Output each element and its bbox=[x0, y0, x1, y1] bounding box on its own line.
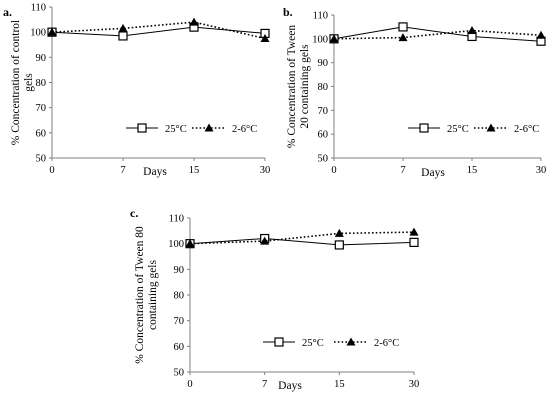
data-point-2-6c bbox=[409, 227, 419, 236]
y-axis-title: % Concentration of Tween20 containing ge… bbox=[286, 25, 311, 148]
y-tick-label: 80 bbox=[36, 78, 47, 89]
x-tick-label: 0 bbox=[49, 165, 54, 176]
legend-marker-2-6c bbox=[204, 123, 214, 132]
data-point-2-6c bbox=[536, 30, 546, 39]
y-tick-label: 60 bbox=[318, 130, 329, 141]
data-point-2-6c bbox=[47, 27, 57, 36]
y-axis-title-line: 20 containing gels bbox=[299, 44, 311, 129]
x-axis-title: Days bbox=[143, 166, 167, 178]
y-tick-label: 90 bbox=[174, 265, 185, 276]
legend-marker-25c bbox=[419, 123, 429, 133]
x-tick-label: 15 bbox=[189, 165, 200, 176]
x-tick-label: 15 bbox=[467, 165, 478, 176]
x-tick-label: 30 bbox=[536, 165, 547, 176]
y-tick-label: 90 bbox=[318, 58, 329, 69]
y-axis-title-line: % Concentration of control bbox=[10, 20, 22, 146]
y-tick-label: 50 bbox=[36, 154, 47, 165]
series-line-2-6c bbox=[51, 21, 266, 40]
x-tick-label: 0 bbox=[187, 379, 192, 390]
y-tick-label: 110 bbox=[169, 214, 184, 225]
data-point-25c bbox=[398, 22, 408, 32]
data-point-2-6c bbox=[260, 33, 270, 42]
y-axis-title: % Concentration of controlgels bbox=[10, 20, 35, 146]
data-point-2-6c bbox=[467, 25, 477, 34]
legend-marker-2-6c bbox=[486, 123, 496, 132]
y-tick-label: 110 bbox=[313, 11, 328, 22]
data-point-25c bbox=[409, 237, 419, 247]
chart-panel-a: 50 60 70 80 90 100 110 0 7 15 30 25°C 2-6°C a. Days % C… bbox=[3, 3, 270, 179]
y-axis-title-line: gels bbox=[23, 73, 35, 92]
series-line-25c bbox=[189, 237, 415, 246]
data-point-2-6c bbox=[334, 228, 344, 237]
y-tick-label: 50 bbox=[174, 368, 185, 379]
y-tick-label: 100 bbox=[168, 239, 184, 250]
y-tick-label: 70 bbox=[318, 106, 329, 117]
y-axis-title-line: containing gels bbox=[147, 260, 159, 330]
data-point-25c bbox=[334, 240, 344, 250]
x-axis-title: Days bbox=[278, 380, 302, 392]
y-axis-title: % Concentration of Tween 80containing ge… bbox=[134, 226, 159, 364]
x-axis-title: Days bbox=[421, 167, 445, 179]
y-axis-title-line: % Concentration of Tween 80 bbox=[134, 226, 146, 364]
data-point-2-6c bbox=[189, 17, 199, 26]
series-line-2-6c bbox=[333, 29, 542, 40]
legend-label-25c: 25°C bbox=[302, 338, 324, 349]
legend-label-25c: 25°C bbox=[447, 124, 469, 135]
data-point-2-6c bbox=[260, 236, 270, 245]
x-tick-label: 30 bbox=[409, 379, 420, 390]
y-tick-label: 50 bbox=[318, 154, 329, 165]
legend-marker-2-6c bbox=[346, 337, 356, 346]
legend-marker-25c bbox=[274, 337, 284, 347]
legend-marker-25c bbox=[137, 123, 147, 133]
legend-label-25c: 25°C bbox=[165, 124, 187, 135]
x-tick-label: 7 bbox=[262, 379, 267, 390]
y-tick-label: 100 bbox=[30, 28, 46, 39]
x-tick-label: 0 bbox=[331, 165, 336, 176]
x-tick-label: 30 bbox=[260, 165, 271, 176]
panel-label: b. bbox=[283, 5, 293, 19]
data-point-2-6c bbox=[398, 33, 408, 42]
series-line-25c bbox=[333, 26, 542, 42]
data-point-2-6c bbox=[118, 23, 128, 32]
y-axis-title-line: % Concentration of Tween bbox=[286, 25, 298, 148]
series-line-2-6c bbox=[189, 231, 415, 245]
x-tick-label: 7 bbox=[120, 165, 125, 176]
y-tick-label: 70 bbox=[174, 316, 185, 327]
y-tick-label: 60 bbox=[174, 342, 185, 353]
y-tick-label: 80 bbox=[174, 291, 185, 302]
y-tick-label: 100 bbox=[312, 34, 328, 45]
x-tick-label: 7 bbox=[400, 165, 405, 176]
legend-label-2-6c: 2-6°C bbox=[232, 124, 257, 135]
data-point-25c bbox=[118, 31, 128, 41]
chart-panel-b: 50 60 70 80 90 100 110 0 7 15 30 25°C 2-6°C b. Days % C… bbox=[283, 5, 546, 179]
chart-panel-c: 50 60 70 80 90 100 110 0 7 15 30 25°C 2-6°C c. Days % C… bbox=[130, 206, 419, 392]
panel-label: a. bbox=[3, 5, 12, 19]
data-point-2-6c bbox=[185, 239, 195, 248]
legend-label-2-6c: 2-6°C bbox=[374, 338, 399, 349]
y-tick-label: 110 bbox=[31, 3, 46, 14]
data-point-2-6c bbox=[329, 34, 339, 43]
y-tick-label: 80 bbox=[318, 82, 329, 93]
x-tick-label: 15 bbox=[334, 379, 345, 390]
y-tick-label: 70 bbox=[36, 103, 47, 114]
legend-label-2-6c: 2-6°C bbox=[514, 124, 539, 135]
y-tick-label: 90 bbox=[36, 53, 47, 64]
panel-label: c. bbox=[130, 206, 138, 220]
y-tick-label: 60 bbox=[36, 128, 47, 139]
